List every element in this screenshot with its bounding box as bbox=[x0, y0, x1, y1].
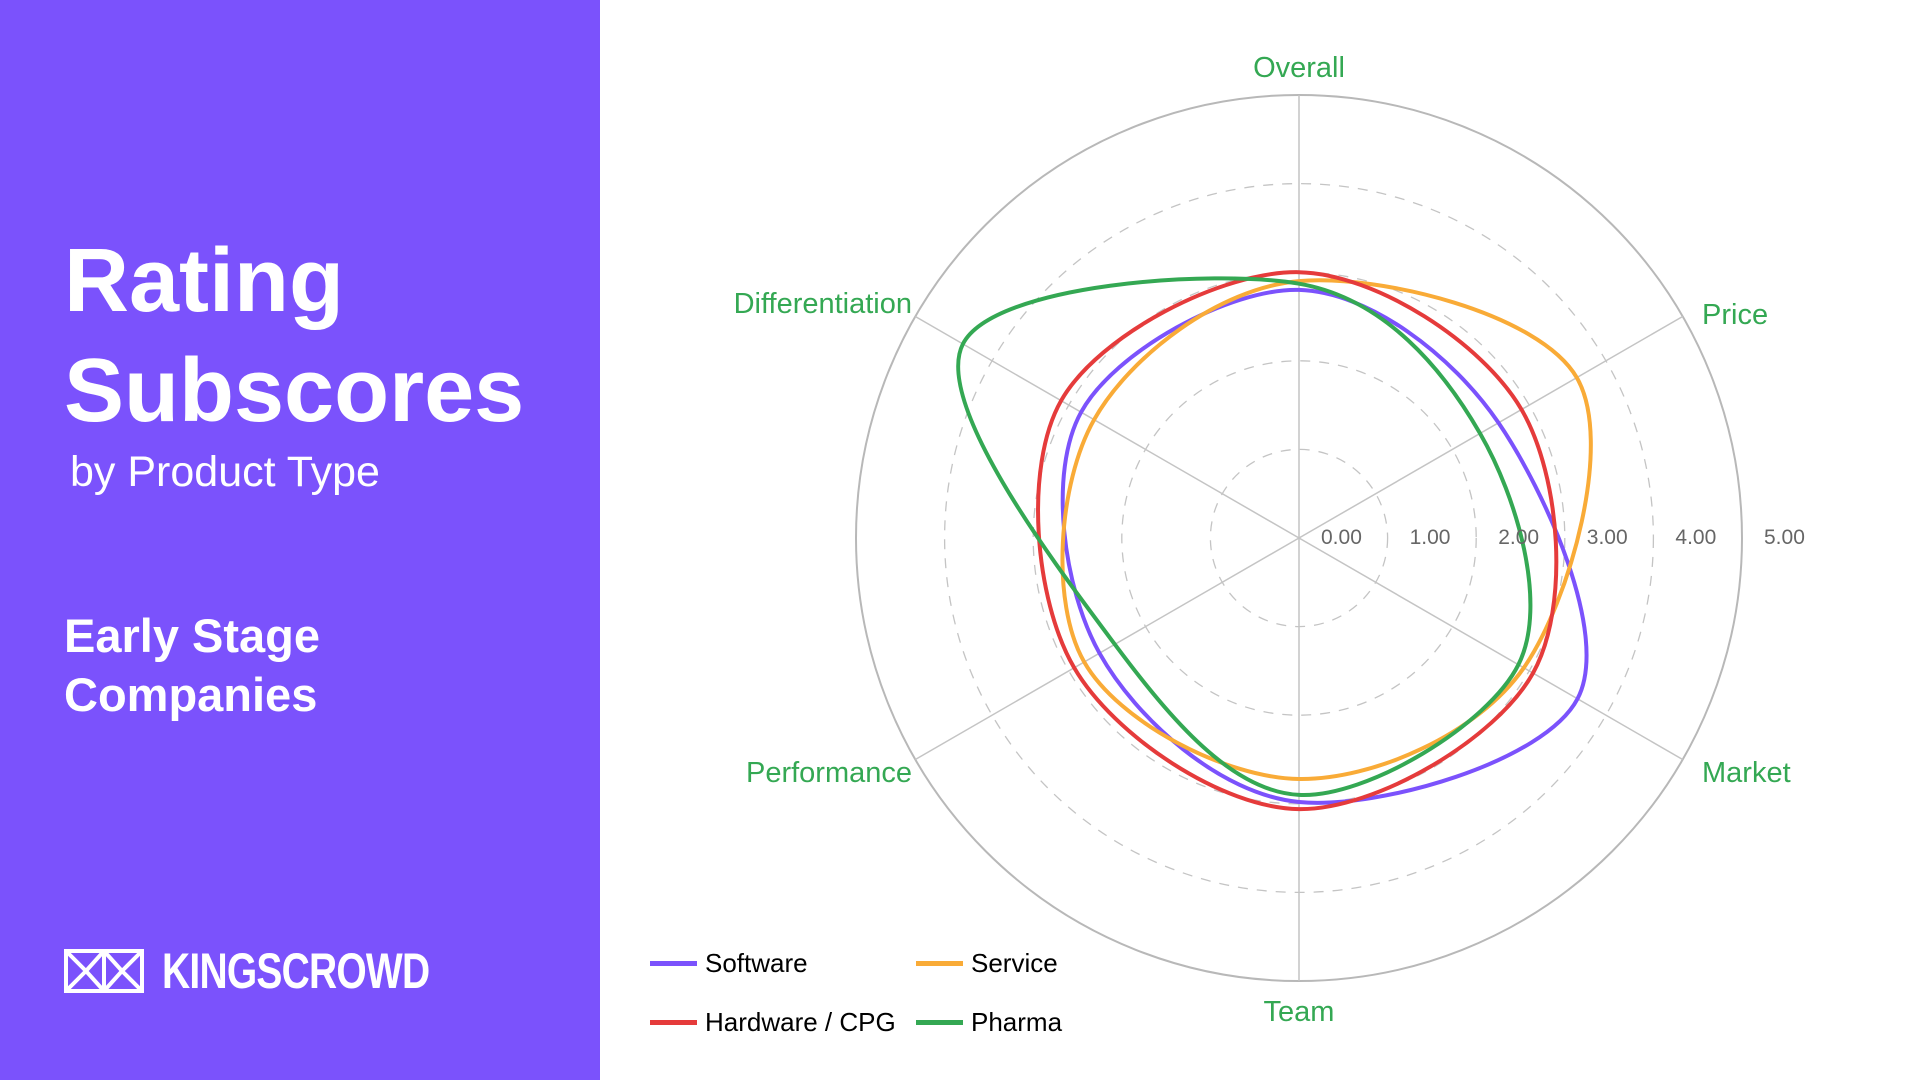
legend-label-service: Service bbox=[971, 947, 1058, 978]
title-line-2: Subscores bbox=[64, 341, 525, 441]
segment-line-1: Early Stage bbox=[64, 609, 321, 662]
grid-ring bbox=[1032, 271, 1566, 805]
title-line-1: Rating bbox=[64, 231, 344, 331]
grid-spoke bbox=[914, 537, 1300, 761]
grid-spoke bbox=[1298, 315, 1684, 539]
legend-item-hardware-cpg[interactable]: Hardware / CPG bbox=[650, 1005, 896, 1039]
legend-swatch-software bbox=[650, 960, 697, 966]
axis-label-team: Team bbox=[1263, 996, 1335, 1028]
legend-swatch-hardware-cpg bbox=[650, 1019, 697, 1025]
legend-swatch-pharma bbox=[916, 1019, 963, 1025]
subtitle: by Product Type bbox=[70, 448, 380, 496]
series-line-pharma[interactable] bbox=[956, 276, 1533, 797]
legend-swatch-service bbox=[916, 960, 963, 966]
grid-ring bbox=[1121, 360, 1477, 716]
series-line-hardware-cpg[interactable] bbox=[1036, 270, 1559, 812]
axis-label-market: Market bbox=[1702, 757, 1791, 789]
tick-label: 0.00 bbox=[1321, 526, 1362, 549]
tick-label: 2.00 bbox=[1498, 526, 1540, 549]
tick-label: 1.00 bbox=[1409, 526, 1451, 549]
crown-icon bbox=[64, 949, 144, 993]
legend-item-pharma[interactable]: Pharma bbox=[916, 1005, 1062, 1039]
chart-grid bbox=[855, 94, 1743, 982]
legend-item-service[interactable]: Service bbox=[916, 946, 1058, 980]
side-panel: Rating Subscores by Product Type Early S… bbox=[0, 0, 600, 1080]
legend-label-pharma: Pharma bbox=[971, 1006, 1063, 1037]
series-line-software[interactable] bbox=[1060, 287, 1589, 805]
logo-text: KINGSCROWD bbox=[162, 943, 430, 999]
grid-spoke bbox=[1298, 537, 1684, 761]
grid-spoke bbox=[914, 315, 1300, 539]
axis-label-overall: Overall bbox=[1253, 52, 1345, 84]
segment-line-2: Companies bbox=[64, 668, 318, 721]
legend-label-hardware-cpg: Hardware / CPG bbox=[705, 1006, 896, 1037]
axis-label-performance: Performance bbox=[745, 757, 912, 789]
series-line-service[interactable] bbox=[1060, 278, 1593, 782]
legend-item-software[interactable]: Software bbox=[650, 946, 808, 980]
chart-series bbox=[956, 270, 1593, 812]
legend-label-software: Software bbox=[705, 947, 808, 978]
segment-label: Early Stage Companies bbox=[64, 606, 320, 724]
axis-label-differentiation: Differentiation bbox=[733, 288, 912, 320]
axis-label-price: Price bbox=[1702, 299, 1769, 331]
tick-label: 5.00 bbox=[1764, 526, 1805, 549]
page-title: Rating Subscores bbox=[64, 226, 524, 446]
kingscrowd-logo: KINGSCROWD bbox=[64, 943, 505, 999]
tick-label: 4.00 bbox=[1675, 526, 1717, 549]
tick-label: 3.00 bbox=[1586, 526, 1628, 549]
